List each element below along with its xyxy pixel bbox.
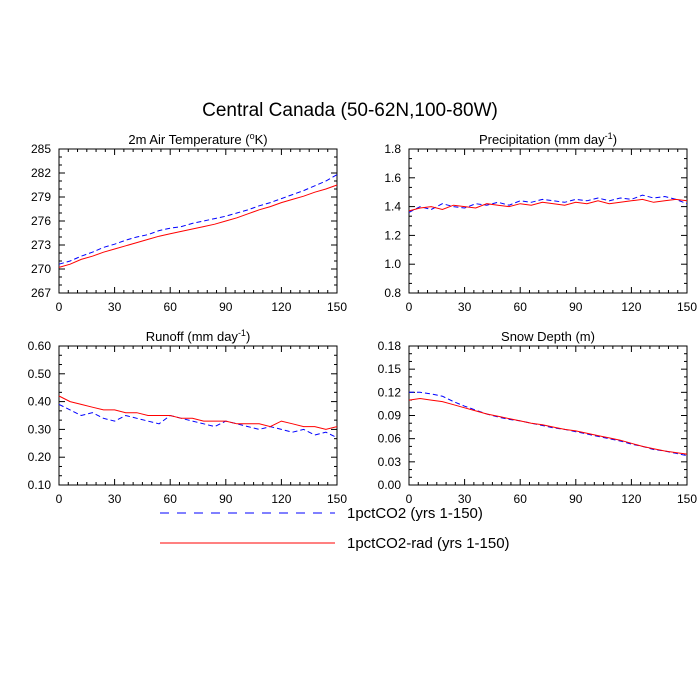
panel-3: Runoff (mm day-1) 0 30 60 90 120 150 0.10 0.20 0.…: [28, 328, 348, 506]
panel-title-tail: ): [246, 329, 250, 344]
x-tick-label: 60: [164, 300, 178, 314]
y-tick-label: 276: [31, 214, 51, 228]
y-tick-label: 0.10: [28, 478, 52, 492]
plot-frame: [58, 148, 338, 294]
x-tick-label: 0: [56, 492, 63, 506]
x-tick-label: 150: [327, 300, 347, 314]
series-line-1pctco2: [409, 391, 688, 457]
panel-title-main: Runoff (mm day: [146, 329, 239, 344]
y-tick-label: 0.06: [378, 432, 402, 446]
x-tick-label: 90: [219, 300, 233, 314]
y-tick-label: 0.20: [28, 450, 52, 464]
y-tick-label: 1.0: [384, 257, 401, 271]
x-tick-label: 90: [569, 300, 583, 314]
x-tick-label: 0: [406, 492, 413, 506]
y-tick-label: 0.09: [378, 409, 402, 423]
y-tick-label: 1.6: [384, 171, 401, 185]
y-tick-label: 0.50: [28, 367, 52, 381]
plot-frame: [408, 148, 688, 294]
x-tick-label: 150: [677, 492, 697, 506]
y-tick-label: 0.03: [378, 455, 402, 469]
series-line-1pctco2: [58, 403, 338, 439]
y-tick-label: 285: [31, 142, 51, 156]
panels: 2m Air Temperature (oK) 0 30 60 90 120 150 267 2…: [28, 131, 698, 506]
panel-2: Precipitation (mm day-1) 0 30 60 90 120 150 0.8…: [384, 131, 697, 314]
x-tick-label: 30: [108, 300, 122, 314]
panel-1: 2m Air Temperature (oK) 0 30 60 90 120 150 267 2…: [31, 131, 347, 314]
y-tick-label: 273: [31, 238, 51, 252]
y-tick-label: 0.60: [28, 339, 52, 353]
panel-title-tail: ): [613, 132, 617, 147]
plot-frame: [408, 345, 688, 486]
y-tick-label: 0.15: [378, 362, 402, 376]
y-tick-label: 282: [31, 166, 51, 180]
x-tick-label: 120: [271, 300, 291, 314]
panel-title-superscript: o: [250, 131, 255, 141]
y-tick-label: 270: [31, 262, 51, 276]
panel-title-main: Snow Depth (m): [501, 329, 595, 344]
legend-label: 1pctCO2 (yrs 1-150): [347, 505, 483, 522]
x-tick-label: 120: [621, 300, 641, 314]
x-tick-label: 90: [219, 492, 233, 506]
panel-title: 2m Air Temperature (oK): [128, 131, 267, 147]
x-tick-label: 30: [458, 492, 472, 506]
y-tick-label: 1.4: [384, 200, 401, 214]
panel-title: Precipitation (mm day-1): [479, 131, 617, 147]
series-line-1pctco2: [408, 194, 688, 213]
y-tick-label: 1.2: [384, 228, 401, 242]
y-tick-label: 0.8: [384, 286, 401, 300]
panel-4: Snow Depth (m) 0 30 60 90 120 150 0.00 0.03 0.06 0…: [378, 329, 698, 506]
x-tick-label: 150: [677, 300, 697, 314]
y-tick-label: 0.40: [28, 395, 52, 409]
panel-title-superscript: -1: [605, 131, 613, 141]
x-tick-label: 120: [621, 492, 641, 506]
panel-title: Snow Depth (m): [501, 329, 595, 344]
x-tick-label: 120: [271, 492, 291, 506]
x-tick-label: 0: [56, 300, 63, 314]
x-tick-label: 60: [514, 492, 528, 506]
y-tick-label: 0.12: [378, 385, 402, 399]
panel-title-superscript: -1: [238, 328, 246, 338]
panel-title: Runoff (mm day-1): [146, 328, 251, 344]
panel-title-main: Precipitation (mm day: [479, 132, 605, 147]
panel-title-tail: K): [255, 132, 268, 147]
plot-frame: [58, 345, 338, 486]
series-line-1pctco2-rad: [58, 395, 338, 430]
x-tick-label: 30: [108, 492, 122, 506]
x-tick-label: 0: [406, 300, 413, 314]
x-tick-label: 150: [327, 492, 347, 506]
y-tick-label: 1.8: [384, 142, 401, 156]
legend: 1pctCO2 (yrs 1-150) 1pctCO2-rad (yrs 1-15…: [160, 505, 510, 552]
y-tick-label: 267: [31, 286, 51, 300]
legend-label: 1pctCO2-rad (yrs 1-150): [347, 535, 510, 552]
y-tick-label: 0.00: [378, 478, 402, 492]
panel-title-main: 2m Air Temperature (: [128, 132, 250, 147]
series-line-1pctco2-rad: [408, 198, 688, 212]
y-tick-label: 0.30: [28, 422, 52, 436]
x-tick-label: 90: [569, 492, 583, 506]
x-tick-label: 60: [514, 300, 528, 314]
y-tick-label: 0.18: [378, 339, 402, 353]
y-tick-label: 279: [31, 190, 51, 204]
series-line-1pctco2: [58, 174, 338, 265]
x-tick-label: 30: [458, 300, 472, 314]
series-line-1pctco2-rad: [408, 397, 688, 455]
x-tick-label: 60: [164, 492, 178, 506]
series-line-1pctco2-rad: [58, 184, 338, 268]
figure-title: Central Canada (50-62N,100-80W): [202, 100, 498, 121]
